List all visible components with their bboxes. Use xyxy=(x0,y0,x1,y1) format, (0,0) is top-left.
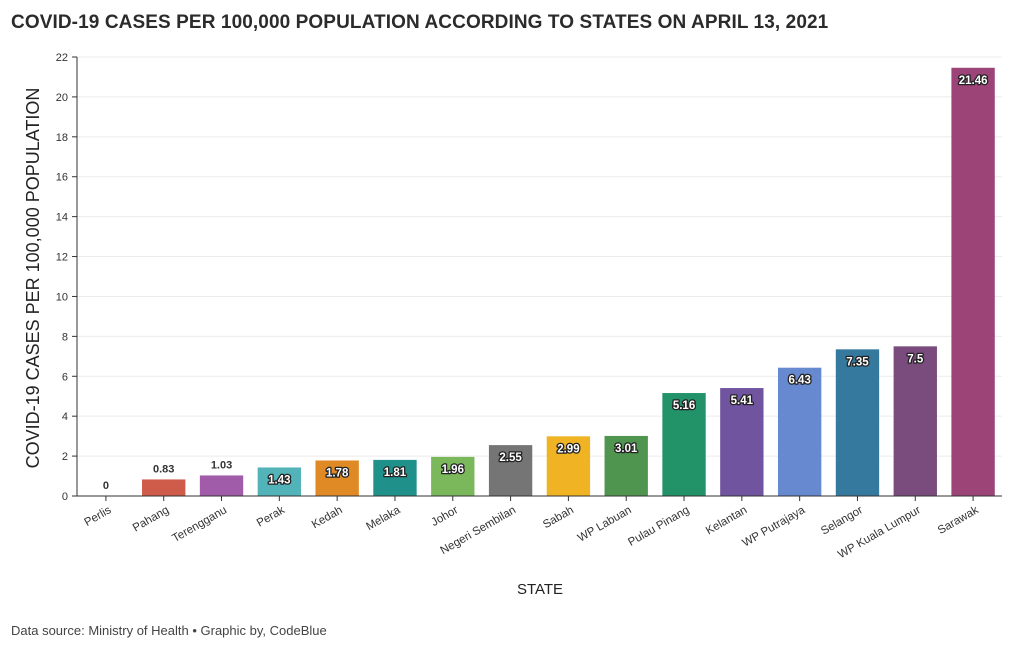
x-tick-label: Terengganu xyxy=(170,504,229,545)
x-tick-label: Melaka xyxy=(364,504,403,533)
y-axis-title: COVID-19 CASES PER 100,000 POPULATION xyxy=(23,88,43,469)
y-tick-label: 20 xyxy=(56,92,68,104)
y-tick-label: 14 xyxy=(56,212,68,224)
x-tick-label: WP Labuan xyxy=(576,504,634,544)
x-tick-label: Johor xyxy=(429,504,460,529)
data-label: 5.41 xyxy=(731,395,754,407)
data-label: 2.99 xyxy=(557,443,579,455)
x-axis-title: STATE xyxy=(517,581,563,598)
y-tick-label: 4 xyxy=(62,411,68,423)
bar[interactable] xyxy=(546,436,591,496)
x-tick-label: Selangor xyxy=(819,504,865,537)
y-tick-label: 6 xyxy=(62,371,68,383)
bar[interactable] xyxy=(373,459,417,496)
y-tick-label: 10 xyxy=(56,291,68,303)
x-ticks: Perlis Pahang Terengganu Perak Kedah Melaka Jo… xyxy=(82,496,981,561)
bar[interactable] xyxy=(488,445,533,496)
data-label: 1.81 xyxy=(384,467,407,479)
y-tick-label: 0 xyxy=(62,491,68,503)
data-source-note: Data source: Ministry of Health • Graphi… xyxy=(11,623,327,638)
data-label: 7.35 xyxy=(846,356,869,368)
y-tick-label: 18 xyxy=(56,132,68,144)
data-label: 7.5 xyxy=(907,353,924,365)
x-tick-label: Sarawak xyxy=(936,504,981,537)
data-label: 0.83 xyxy=(153,463,174,475)
chart-title: COVID-19 CASES PER 100,000 POPULATION AC… xyxy=(11,12,829,33)
data-label: 5.16 xyxy=(673,400,695,412)
x-tick-label: Sabah xyxy=(541,504,576,531)
data-label: 21.46 xyxy=(959,75,988,87)
data-label: 1.03 xyxy=(211,459,232,471)
bars xyxy=(142,67,995,496)
x-tick-label: Kelantan xyxy=(704,504,749,537)
bar[interactable] xyxy=(142,479,186,496)
data-label: 0 xyxy=(103,480,109,492)
x-tick-label: Perak xyxy=(255,504,287,530)
bar[interactable] xyxy=(777,367,822,496)
x-tick-label: Pahang xyxy=(131,504,171,534)
bar[interactable] xyxy=(720,388,764,496)
data-label: 1.96 xyxy=(442,464,464,476)
value-labels: 0 0.83 1.03 1.43 1.78 1.81 1.96 2.55 2.99 3.01 5.1… xyxy=(103,73,989,492)
data-label: 2.55 xyxy=(499,452,522,464)
x-tick-label: Kedah xyxy=(310,504,345,531)
data-label: 1.78 xyxy=(326,467,349,479)
data-label: 3.01 xyxy=(615,443,638,455)
x-tick-label: Pulau Pinang xyxy=(626,504,691,549)
bar[interactable] xyxy=(893,346,937,496)
x-tick-label: WP Putrajaya xyxy=(740,504,807,550)
y-tick-label: 16 xyxy=(56,172,68,184)
bar-chart: 0 2 4 6 8 10 12 14 16 18 20 22 Perlis Pahang Terengga… xyxy=(23,52,1002,598)
bar[interactable] xyxy=(951,67,995,496)
data-label: 6.43 xyxy=(788,375,810,387)
y-tick-label: 22 xyxy=(56,52,68,64)
y-tick-label: 8 xyxy=(62,331,68,343)
bar[interactable] xyxy=(604,435,648,496)
y-ticks: 0 2 4 6 8 10 12 14 16 18 20 22 xyxy=(56,52,77,503)
bar[interactable] xyxy=(835,349,880,496)
bar[interactable] xyxy=(662,393,706,496)
bar[interactable] xyxy=(257,467,302,496)
data-label: 1.43 xyxy=(268,474,290,486)
bar[interactable] xyxy=(315,460,359,496)
bar[interactable] xyxy=(199,475,244,496)
axes xyxy=(76,57,1002,497)
y-tick-label: 2 xyxy=(62,451,68,463)
x-tick-label: Perlis xyxy=(82,504,113,529)
y-tick-label: 12 xyxy=(56,252,68,264)
bar[interactable] xyxy=(431,456,475,496)
